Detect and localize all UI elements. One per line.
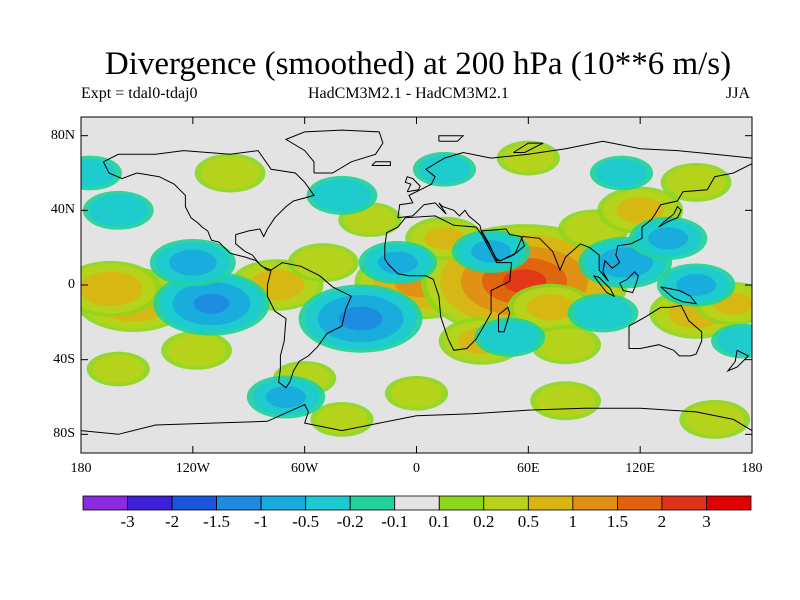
coastline-10: [498, 306, 511, 333]
anomaly-blob-35: [88, 194, 148, 227]
colorbar: [82, 495, 752, 511]
coastline-7: [81, 403, 752, 435]
coastline-15: [371, 161, 391, 166]
colorbar-label: -0.1: [381, 512, 409, 531]
lat-tick-label: 80N: [50, 127, 75, 143]
experiment-label: Expt = tdal0-tdaj0: [81, 85, 198, 102]
lon-tick-label: 60W: [291, 461, 319, 476]
map-plot-area: [80, 116, 753, 454]
coastline-1: [284, 129, 384, 174]
coastline-0: [102, 150, 315, 271]
lat-tick-label: 0: [68, 277, 75, 292]
colorbar-swatch-12: [617, 495, 663, 511]
season-label: JJA: [726, 85, 751, 102]
lat-tick-label: 40S: [53, 351, 75, 367]
anomaly-blob-27: [338, 306, 383, 331]
colorbar-swatch-10: [527, 495, 574, 511]
anomaly-blob-36: [312, 179, 372, 212]
coastline-17: [513, 142, 544, 153]
anomaly-blob-15: [666, 166, 726, 199]
anomaly-blob-19: [92, 354, 145, 384]
anomaly-blob-37: [266, 386, 307, 408]
anomaly-blob-23: [685, 403, 745, 436]
colorbar-label: 0.1: [428, 512, 450, 531]
coastline-2: [266, 262, 352, 389]
colorbar-swatch-14: [706, 495, 752, 511]
lon-tick-label: 0: [413, 461, 420, 476]
coastline-4: [397, 140, 752, 282]
anomaly-blob-10: [536, 328, 596, 362]
colorbar-swatch-9: [483, 495, 529, 511]
anomaly-blob-17: [200, 156, 260, 190]
anomaly-blob-22: [536, 384, 596, 418]
colorbar-label: -2: [164, 512, 180, 531]
lon-tick-label: 60E: [517, 461, 540, 476]
divergence-fill: [81, 140, 752, 439]
anomaly-blob-32: [648, 227, 689, 250]
colorbar-swatch-4: [260, 495, 307, 511]
lon-tick-label: 120E: [625, 461, 655, 476]
coastline-3: [384, 215, 513, 351]
colorbar-swatch-3: [216, 495, 262, 511]
anomaly-blob-28: [377, 251, 418, 274]
anomaly-blob-25: [193, 293, 230, 314]
coastline-13: [660, 286, 698, 305]
colorbar-label: 0.5: [517, 512, 539, 531]
colorbar-label: 2: [657, 512, 667, 531]
coastline-11: [619, 271, 639, 294]
anomaly-blob-21: [390, 379, 443, 408]
lon-tick-label: 180: [741, 461, 763, 476]
colorbar-label: 0.2: [473, 512, 495, 531]
anomaly-blob-41: [595, 158, 648, 188]
colorbar-swatch-7: [394, 495, 440, 511]
coastline-16: [438, 135, 465, 142]
coastlines: [81, 129, 752, 435]
anomaly-blob-6: [293, 246, 353, 279]
colorbar-swatch-8: [438, 495, 485, 511]
colorbar-label: -1.5: [203, 512, 231, 531]
anomaly-blob-18: [166, 334, 227, 367]
anomaly-blob-38: [418, 155, 471, 184]
colorbar-label: 3: [702, 512, 711, 531]
anomaly-blob-26: [169, 249, 217, 276]
coastline-8: [404, 176, 421, 193]
anomaly-blob-30: [480, 320, 540, 354]
axis-ticks: [80, 117, 753, 453]
colorbar-swatch-6: [349, 495, 396, 511]
anomaly-blob-33: [573, 296, 633, 330]
anomaly-blob-39: [716, 326, 752, 356]
coastline-6: [628, 304, 703, 357]
colorbar-label: 1: [568, 512, 578, 531]
coastline-12: [593, 275, 616, 298]
colorbar-swatch-0: [82, 495, 128, 511]
colorbar-swatch-1: [127, 495, 173, 511]
coastline-5: [481, 228, 526, 262]
anomaly-blob-2: [526, 294, 575, 321]
lat-tick-label: 80S: [53, 426, 75, 442]
colorbar-label: 1.5: [606, 512, 629, 531]
anomaly-blob-12: [616, 197, 664, 224]
colorbar-label: -3: [120, 512, 135, 531]
colorbar-swatch-13: [661, 495, 707, 511]
anomaly-blob-40: [81, 158, 117, 188]
colorbar-swatch-11: [572, 495, 618, 511]
lon-tick-label: 180: [70, 461, 92, 476]
chart-title: Divergence (smoothed) at 200 hPa (10**6 …: [104, 46, 732, 82]
anomaly-blob-34: [676, 274, 717, 296]
colorbar-label: -0.2: [336, 512, 364, 531]
coastline-14: [726, 349, 750, 373]
lat-tick-label: 40N: [50, 202, 75, 218]
anomaly-blob-24: [316, 405, 368, 434]
coastline-9: [658, 205, 682, 228]
anomaly-blob-4: [81, 271, 143, 306]
colorbar-label: -1: [254, 512, 269, 531]
model-label: HadCM3M2.1 - HadCM3M2.1: [308, 85, 509, 102]
lon-tick-label: 120W: [175, 461, 210, 476]
anomaly-blob-31: [597, 247, 653, 278]
anomaly-blob-16: [502, 143, 555, 173]
colorbar-swatch-5: [305, 495, 351, 511]
colorbar-label: -0.5: [292, 512, 320, 531]
colorbar-swatch-2: [171, 495, 218, 511]
